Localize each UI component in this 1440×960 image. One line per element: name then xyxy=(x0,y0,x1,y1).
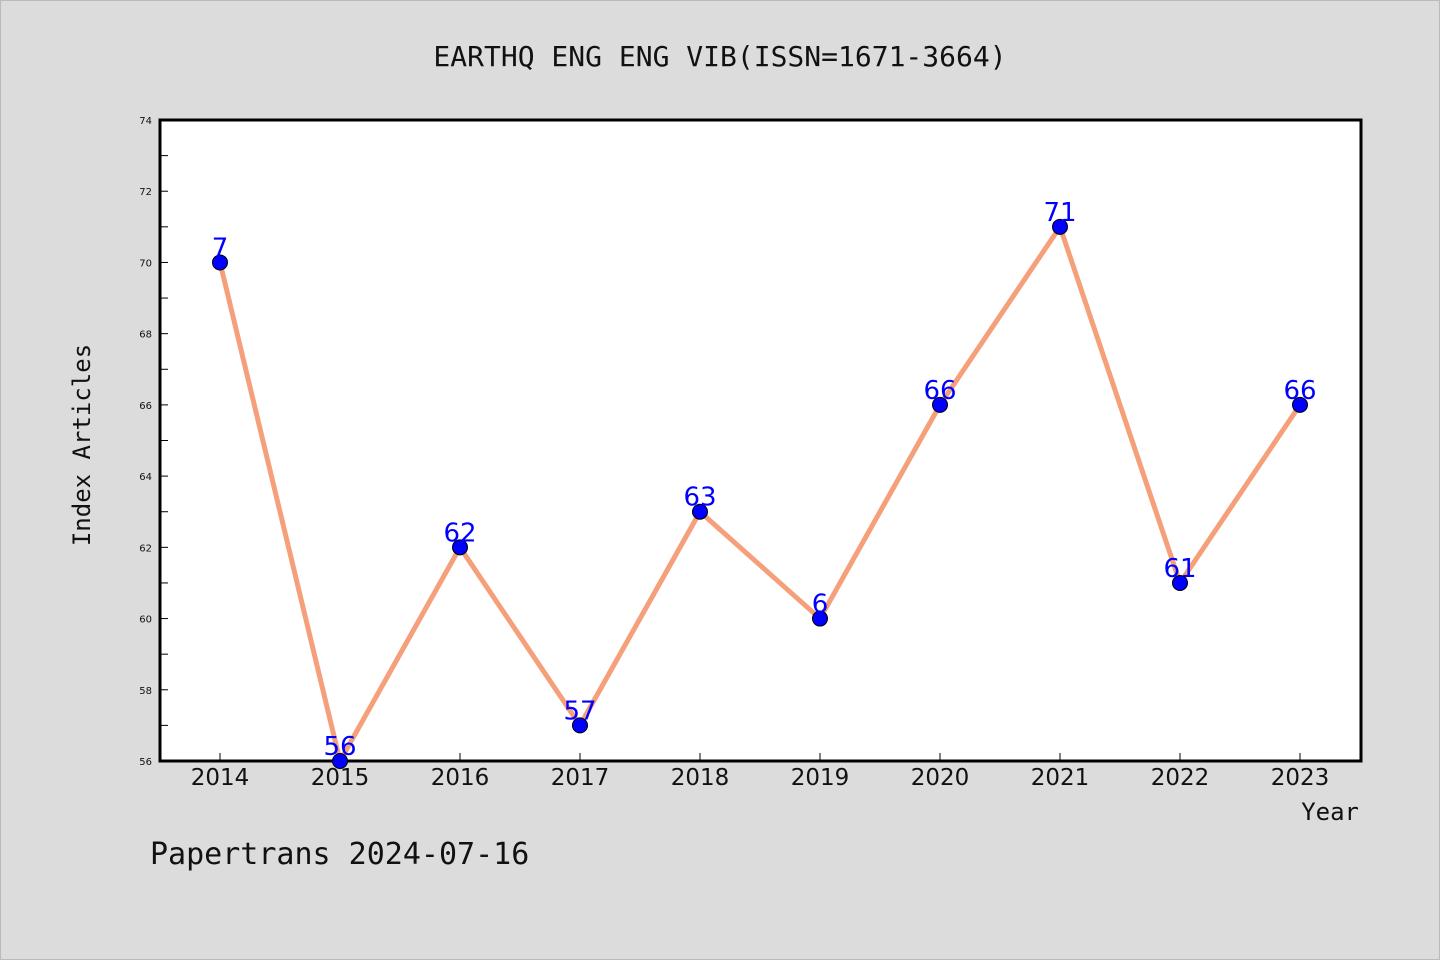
data-label: 56 xyxy=(323,732,356,762)
data-label: 66 xyxy=(1283,376,1316,406)
x-tick-label: 2020 xyxy=(911,765,970,791)
y-axis-label: Index Articles xyxy=(68,344,96,546)
data-point xyxy=(1292,396,1308,413)
x-tick-label: 2015 xyxy=(311,765,370,791)
y-tick-label: 58 xyxy=(139,686,152,697)
data-point xyxy=(812,610,828,627)
y-tick-label: 56 xyxy=(139,757,152,768)
data-label: 6 xyxy=(812,590,829,620)
data-point xyxy=(572,717,588,734)
data-label: 61 xyxy=(1163,554,1196,584)
y-tick-label: 64 xyxy=(139,472,152,483)
plot-area xyxy=(158,118,1363,763)
chart-title: EARTHQ ENG ENG VIB(ISSN=1671-3664) xyxy=(433,40,1006,73)
x-tick-label: 2018 xyxy=(671,765,730,791)
data-point xyxy=(692,503,708,520)
y-tick-label: 68 xyxy=(139,330,152,341)
x-tick-label: 2023 xyxy=(1271,765,1330,791)
data-label: 71 xyxy=(1043,198,1076,228)
x-tick-label: 2021 xyxy=(1031,765,1090,791)
data-label: 7 xyxy=(212,233,229,263)
data-label: 66 xyxy=(923,376,956,406)
y-tick-label: 60 xyxy=(139,615,152,626)
series-line xyxy=(217,224,1303,764)
data-label: 57 xyxy=(563,696,596,726)
x-tick-label: 2014 xyxy=(191,765,250,791)
data-label: 63 xyxy=(683,483,716,513)
data-point xyxy=(452,539,468,556)
series-line-group xyxy=(217,224,1303,764)
x-axis-label: Year xyxy=(1301,798,1359,826)
x-tick-label: 2017 xyxy=(551,765,610,791)
y-tick-label: 74 xyxy=(139,116,152,127)
y-tick-label: 62 xyxy=(139,543,152,554)
data-point xyxy=(332,753,348,769)
y-axis: 56 58 60 62 64 66 68 70 72 74 xyxy=(139,116,168,768)
x-tick-label: 2016 xyxy=(431,765,490,791)
data-point xyxy=(212,254,228,271)
y-tick-label: 66 xyxy=(139,401,152,412)
footer-text: Papertrans 2024-07-16 xyxy=(150,837,529,872)
data-point xyxy=(932,396,948,413)
x-tick-label: 2019 xyxy=(791,765,850,791)
data-point xyxy=(1052,218,1068,235)
data-points-group xyxy=(212,218,1308,769)
x-tick-label: 2022 xyxy=(1151,765,1210,791)
x-axis: 2014 2015 2016 2017 2018 2019 2020 2021 2022 2023 xyxy=(191,753,1330,791)
data-label: 62 xyxy=(443,518,476,548)
y-tick-label: 72 xyxy=(139,187,152,198)
data-point xyxy=(1172,574,1188,591)
y-tick-label: 70 xyxy=(139,258,152,269)
